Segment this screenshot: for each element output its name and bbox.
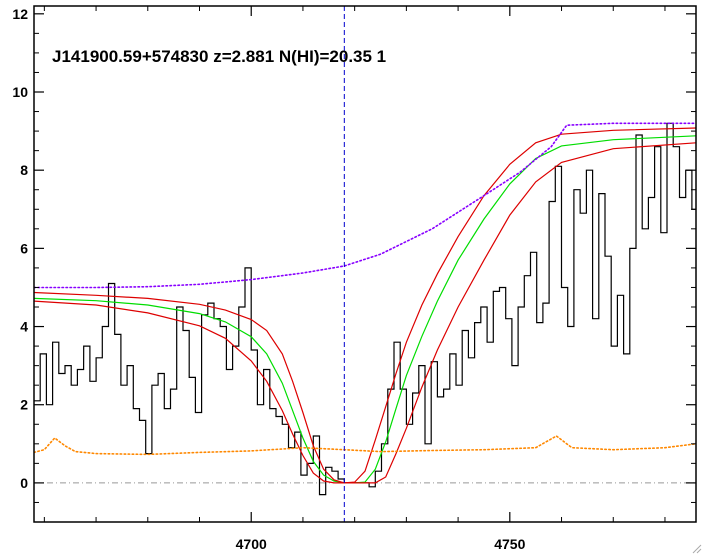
model-lower-bound-line bbox=[34, 142, 696, 484]
y-tick-label: 10 bbox=[12, 84, 28, 100]
y-tick-label: 4 bbox=[20, 319, 28, 335]
y-tick-label: 8 bbox=[20, 162, 28, 178]
chart-title: J141900.59+574830 z=2.881 N(HI)=20.35 1 bbox=[52, 47, 386, 66]
chart-lines bbox=[34, 6, 696, 522]
plot-frame bbox=[33, 5, 697, 523]
data-series-group bbox=[34, 6, 696, 522]
x-tick-label: 4750 bbox=[494, 536, 525, 552]
y-tick-label: 6 bbox=[20, 240, 28, 256]
chart-axes: 0 2 4 6 8 10 12 4700 4750 bbox=[12, 5, 697, 552]
y-tick-label: 0 bbox=[20, 475, 28, 491]
y-tick-label: 12 bbox=[12, 6, 28, 22]
continuum-line bbox=[34, 122, 696, 289]
model-upper-bound-line bbox=[34, 127, 696, 484]
y-tick-label: 2 bbox=[20, 397, 28, 413]
x-tick-label: 4700 bbox=[236, 536, 267, 552]
resize-grip-icon[interactable] bbox=[690, 542, 702, 554]
flux-spectrum-line bbox=[34, 122, 696, 496]
